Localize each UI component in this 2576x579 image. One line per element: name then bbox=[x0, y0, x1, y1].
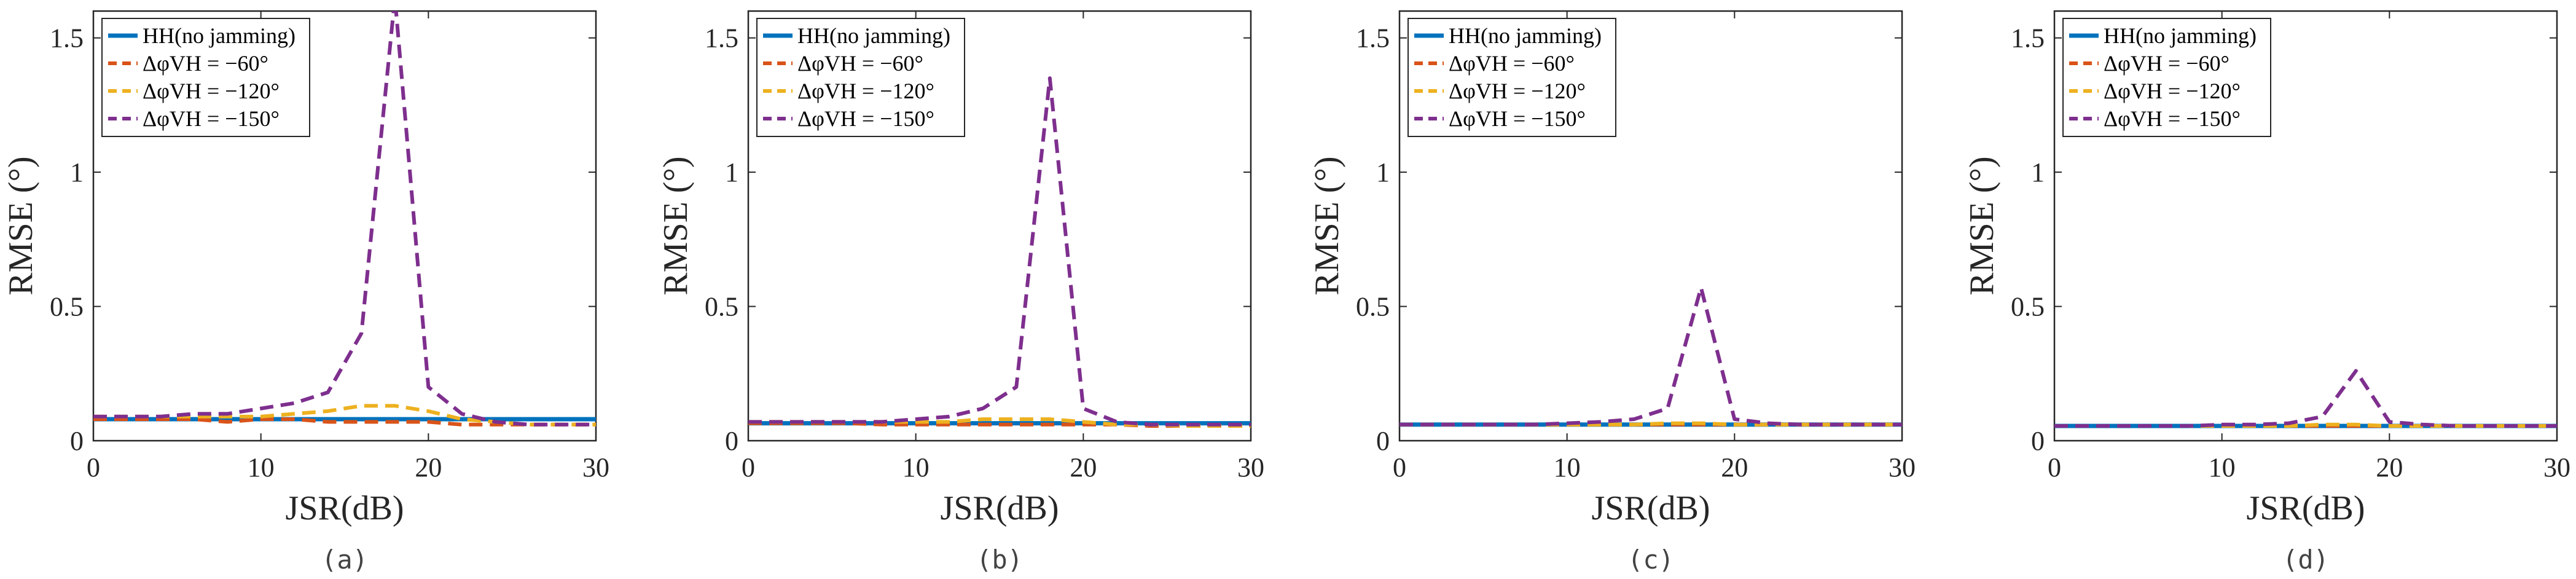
series-line-p150 bbox=[2054, 369, 2557, 428]
x-tick-label: 20 bbox=[1070, 452, 1097, 482]
panel-caption: (b) bbox=[976, 545, 1023, 575]
y-tick-label: 0.5 bbox=[705, 292, 738, 322]
x-tick-label: 30 bbox=[2543, 452, 2570, 482]
legend-label-p150: ΔφVH = −150° bbox=[1449, 106, 1586, 131]
series-group bbox=[1400, 286, 1902, 427]
x-tick-label: 30 bbox=[582, 452, 609, 482]
y-tick-label: 1 bbox=[70, 157, 84, 187]
y-tick-label: 1.5 bbox=[2011, 23, 2045, 53]
series-line-p150 bbox=[1400, 286, 1902, 427]
y-axis-label: RMSE (°) bbox=[1308, 156, 1346, 295]
y-tick-label: 0 bbox=[70, 426, 84, 456]
legend-label-p120: ΔφVH = −120° bbox=[143, 79, 280, 103]
legend: HH(no jamming) ΔφVH = −60° ΔφVH = −120° ΔφV… bbox=[756, 18, 965, 137]
x-tick-label: 20 bbox=[2376, 452, 2403, 482]
panel-caption: (a) bbox=[321, 545, 368, 575]
y-tick-label: 0 bbox=[725, 426, 738, 456]
legend-label-p150: ΔφVH = −150° bbox=[143, 106, 280, 131]
legend: HH(no jamming) ΔφVH = −60° ΔφVH = −120° ΔφV… bbox=[1407, 18, 1616, 137]
y-axis-label: RMSE (°) bbox=[657, 156, 695, 295]
x-axis-label: JSR(dB) bbox=[941, 489, 1059, 527]
x-tick-label: 10 bbox=[1554, 452, 1581, 482]
y-tick-label: 1.5 bbox=[1356, 23, 1390, 53]
panel-caption: (d) bbox=[2282, 545, 2329, 575]
legend-label-hh: HH(no jamming) bbox=[2104, 23, 2257, 48]
legend-label-p60: ΔφVH = −60° bbox=[1449, 51, 1575, 76]
legend-label-p150: ΔφVH = −150° bbox=[797, 106, 934, 131]
x-tick-label: 30 bbox=[1237, 452, 1264, 482]
x-tick-label: 10 bbox=[902, 452, 930, 482]
legend: HH(no jamming) ΔφVH = −60° ΔφVH = −120° ΔφV… bbox=[2062, 18, 2271, 137]
panel-a: 0 10 20 30 0 0.5 1 1.5 JSR(dB) RMSE (°) (a) HH(no j… bbox=[2, 10, 609, 575]
y-axis-label: RMSE (°) bbox=[2, 156, 40, 295]
panel-b: 0 10 20 30 0 0.5 1 1.5 JSR(dB) RMSE (°) (b) HH(no j… bbox=[657, 10, 1264, 575]
y-tick-label: 1.5 bbox=[705, 23, 738, 53]
legend-label-p60: ΔφVH = −60° bbox=[797, 51, 923, 76]
legend-label-p120: ΔφVH = −120° bbox=[1449, 79, 1586, 103]
legend: HH(no jamming) ΔφVH = −60° ΔφVH = −120° ΔφV… bbox=[101, 18, 310, 137]
legend-label-p120: ΔφVH = −120° bbox=[2104, 79, 2241, 103]
y-tick-label: 0 bbox=[1376, 426, 1390, 456]
panel-c: 0 10 20 30 0 0.5 1 1.5 JSR(dB) RMSE (°) (c) HH(no j… bbox=[1308, 10, 1916, 575]
legend-label-p60: ΔφVH = −60° bbox=[2104, 51, 2230, 76]
legend-label-hh: HH(no jamming) bbox=[1449, 23, 1602, 48]
series-group bbox=[93, 11, 596, 427]
legend-label-hh: HH(no jamming) bbox=[143, 23, 296, 48]
x-axis-label: JSR(dB) bbox=[2247, 489, 2365, 527]
y-tick-label: 1 bbox=[1376, 157, 1390, 187]
series-line-p150 bbox=[93, 11, 596, 427]
y-tick-label: 0.5 bbox=[1356, 292, 1390, 322]
y-tick-label: 1.5 bbox=[50, 23, 84, 53]
series-group bbox=[748, 76, 1251, 428]
y-tick-label: 0 bbox=[2031, 426, 2045, 456]
y-tick-label: 1 bbox=[2031, 157, 2045, 187]
y-tick-label: 1 bbox=[725, 157, 738, 187]
x-axis-label: JSR(dB) bbox=[1592, 489, 1710, 527]
series-line-p150 bbox=[748, 76, 1251, 427]
x-axis-label: JSR(dB) bbox=[286, 489, 404, 527]
x-tick-label: 10 bbox=[248, 452, 275, 482]
x-tick-label: 20 bbox=[1721, 452, 1748, 482]
x-tick-label: 0 bbox=[87, 452, 100, 482]
legend-label-p120: ΔφVH = −120° bbox=[797, 79, 934, 103]
series-group bbox=[2054, 369, 2557, 428]
x-tick-label: 0 bbox=[2048, 452, 2061, 482]
legend-label-hh: HH(no jamming) bbox=[797, 23, 950, 48]
y-tick-label: 0.5 bbox=[2011, 292, 2045, 322]
y-axis-label: RMSE (°) bbox=[1963, 156, 2001, 295]
y-tick-label: 0.5 bbox=[50, 292, 84, 322]
panel-d: 0 10 20 30 0 0.5 1 1.5 JSR(dB) RMSE (°) (d) HH(no j… bbox=[1963, 10, 2570, 575]
panel-caption: (c) bbox=[1627, 545, 1674, 575]
x-tick-label: 10 bbox=[2209, 452, 2236, 482]
x-tick-label: 20 bbox=[415, 452, 442, 482]
x-tick-label: 0 bbox=[742, 452, 755, 482]
legend-label-p150: ΔφVH = −150° bbox=[2104, 106, 2241, 131]
x-tick-label: 30 bbox=[1889, 452, 1916, 482]
x-tick-label: 0 bbox=[1393, 452, 1406, 482]
legend-label-p60: ΔφVH = −60° bbox=[143, 51, 268, 76]
